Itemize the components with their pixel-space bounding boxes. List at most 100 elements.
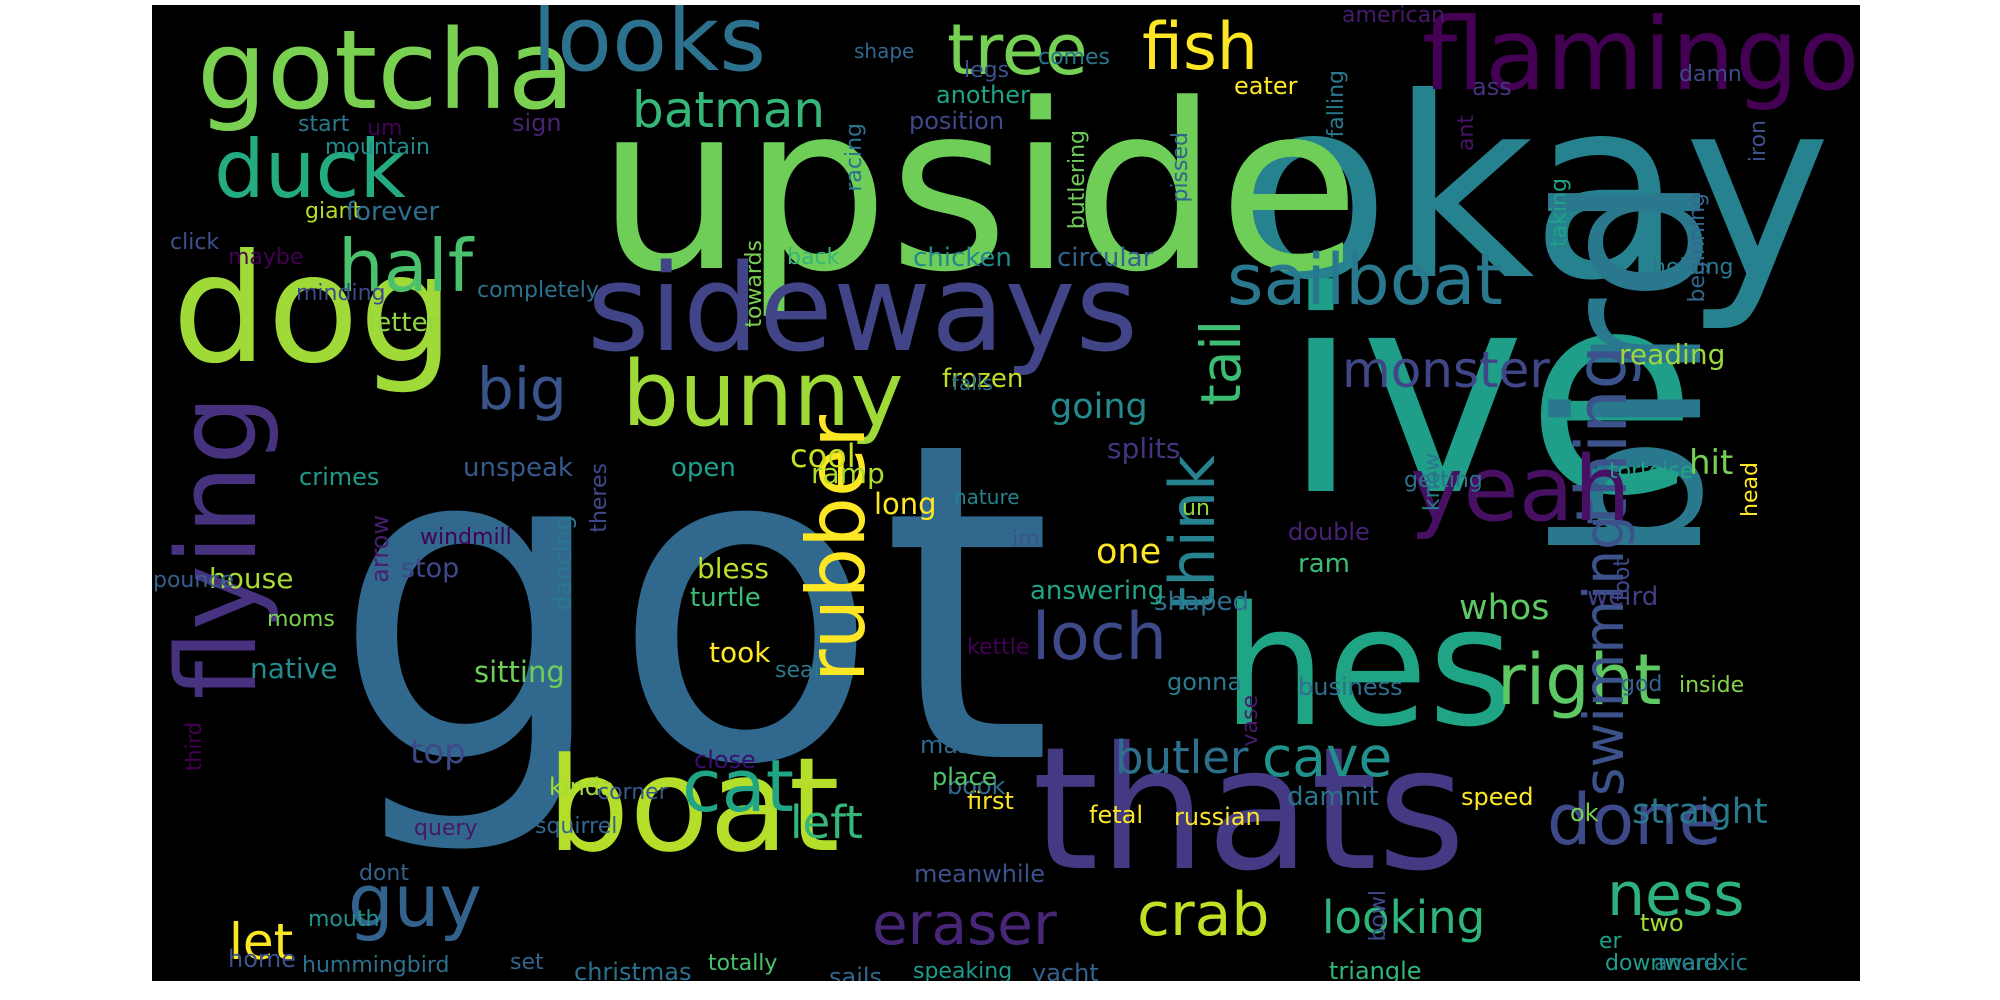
cloud-word: position (909, 107, 1005, 135)
cloud-word: reading (1619, 338, 1726, 371)
cloud-word: crimes (299, 463, 380, 491)
cloud-word: got (332, 349, 1054, 861)
cloud-word: butler (1115, 731, 1249, 784)
cloud-word: mask (920, 731, 985, 759)
cloud-word: done (1547, 779, 1722, 861)
cloud-word: straight (1632, 792, 1768, 832)
cloud-word: set (510, 950, 544, 975)
cloud-word: monster (1342, 341, 1550, 399)
cloud-word: looks (532, 5, 767, 92)
cloud-word: christmas (574, 958, 692, 981)
cloud-word: third (182, 722, 206, 771)
cloud-word: business (1298, 673, 1403, 701)
cloud-word: query (414, 816, 478, 841)
cloud-word: getting (1404, 468, 1483, 493)
cloud-word: inside (1679, 673, 1745, 698)
word-cloud-canvas: got okay ive upside thats bird hes sideways boat… (152, 5, 1860, 981)
cloud-word: house (209, 562, 294, 595)
cloud-word: head (1738, 462, 1763, 517)
cloud-word: left (790, 796, 863, 849)
cloud-word: crab (1137, 880, 1270, 950)
cloud-word: pounce (153, 568, 234, 593)
cloud-word: back (787, 245, 840, 270)
cloud-word: click (170, 230, 220, 255)
cloud-word: squirrel (535, 814, 618, 839)
cloud-word: turtle (690, 583, 761, 613)
cloud-word: stop (401, 553, 460, 584)
cloud-word: loch (1032, 600, 1167, 675)
cloud-word: moms (267, 607, 335, 632)
cloud-word: seal (775, 658, 820, 683)
cloud-word: close (694, 746, 756, 774)
cloud-word: comes (1038, 45, 1110, 70)
cloud-word: pissed (1168, 132, 1193, 203)
cloud-word: double (1288, 518, 1370, 546)
cloud-word: top (410, 732, 466, 772)
cloud-word: right (1497, 639, 1662, 721)
cloud-word: windmill (420, 525, 512, 550)
cloud-word: vase (1238, 695, 1263, 747)
cloud-word: falls (952, 371, 993, 395)
cloud-word: took (709, 636, 771, 669)
cloud-word: speed (1461, 783, 1534, 811)
cloud-word: downward (1605, 951, 1719, 976)
cloud-word: ive (1282, 232, 1698, 558)
cloud-word: eraser (872, 890, 1057, 958)
cloud-word: fish (1142, 10, 1259, 85)
cloud-word: let (229, 913, 294, 971)
cloud-word: maybe (228, 245, 304, 270)
cloud-word: first (967, 787, 1014, 815)
cloud-word: forever (346, 197, 440, 227)
cloud-word: eater (1234, 72, 1298, 100)
cloud-word: gotcha (197, 6, 575, 134)
cloud-word: fetal (1089, 801, 1143, 829)
cloud-word: meanwhile (914, 860, 1046, 888)
cloud-word: answering (1030, 576, 1165, 606)
cloud-word: thats (1032, 711, 1466, 909)
cloud-word: cool (790, 437, 856, 475)
cloud-word: two (1640, 909, 1684, 937)
cloud-word: hummingbird (302, 953, 450, 978)
cloud-word: um (367, 116, 403, 141)
cloud-word: nature (954, 485, 1020, 509)
cloud-word: batman (632, 81, 826, 139)
cloud-word: tortoise (1609, 459, 1694, 484)
cloud-word: towards (742, 240, 767, 328)
cloud-word: kettle (967, 635, 1030, 660)
cloud-word: sitting (474, 655, 565, 689)
cloud-word: looking (1322, 891, 1486, 944)
cloud-word: yacht (1032, 959, 1099, 981)
cloud-word: im (1012, 527, 1040, 552)
cloud-word: completely (477, 278, 599, 303)
cloud-word: ness (1607, 860, 1745, 930)
cloud-word: home (228, 945, 297, 973)
cloud-word: kinda (549, 773, 615, 801)
cloud-word: letter (368, 308, 439, 338)
cloud-word: native (250, 652, 338, 685)
cloud-word: cave (1262, 725, 1393, 789)
cloud-word: dancing (549, 515, 577, 611)
cloud-word: ram (1298, 549, 1350, 579)
cloud-word: falling (1324, 70, 1349, 138)
cloud-word: mouth (308, 907, 380, 932)
cloud-word: okay (1237, 44, 1832, 335)
cloud-word: sideways (587, 240, 1139, 379)
cloud-word: hes (1222, 571, 1515, 763)
cloud-word: flamingo (1422, 5, 1860, 113)
cloud-word: tail (1189, 320, 1253, 406)
cloud-word: gonna (1167, 668, 1243, 696)
cloud-word: bunny (622, 342, 904, 447)
cloud-word: corner (597, 780, 668, 805)
cloud-word: sailboat (1227, 239, 1503, 321)
cloud-word: american (1342, 5, 1446, 28)
cloud-word: frozen (942, 364, 1024, 394)
cloud-word: whos (1459, 588, 1550, 628)
cloud-word: upside (597, 56, 1360, 323)
cloud-word: shape (854, 39, 915, 63)
cloud-word: un (1182, 496, 1210, 521)
cloud-word: duck (214, 123, 406, 216)
cloud-word: another (936, 81, 1030, 109)
cloud-word: place (932, 763, 997, 791)
cloud-word: butlering (1065, 130, 1090, 230)
cloud-word: circular (1057, 243, 1154, 273)
